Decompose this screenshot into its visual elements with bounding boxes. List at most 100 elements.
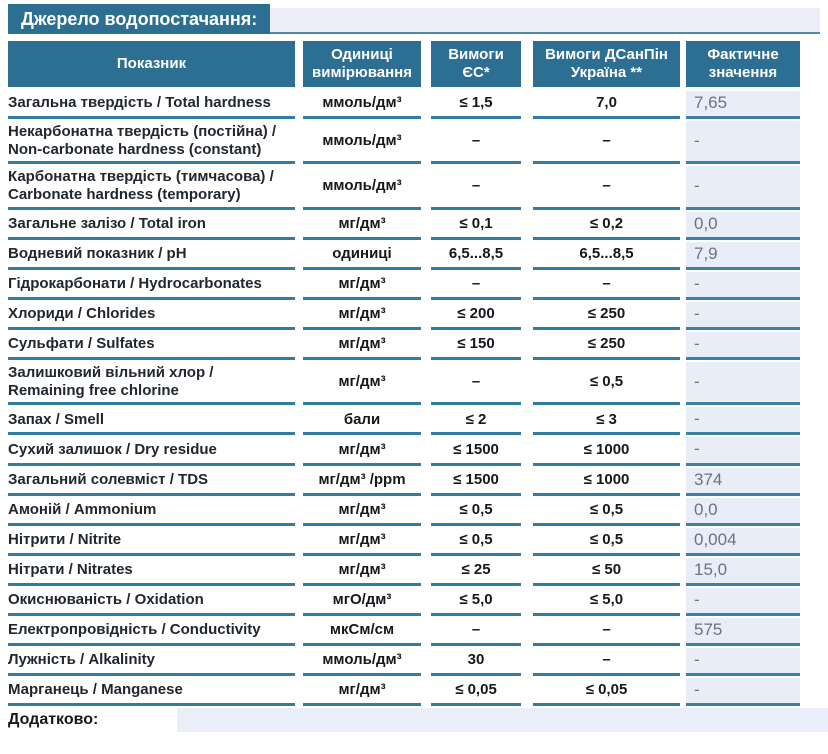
actual-value-cell: 15,0 [686,557,800,586]
actual-value-cell: 0,004 [686,527,800,556]
unit-cell: мг/дм³ /ppm [303,468,421,496]
eu-requirement-cell: 30 [431,648,521,676]
header-units: Одиниці вимірювання [303,41,421,87]
dsanpin-requirement-cell: ≤ 1000 [533,468,680,496]
eu-requirement-cell: ≤ 0,5 [431,528,521,556]
dsanpin-requirement-cell: ≤ 250 [533,302,680,330]
dsanpin-requirement-cell: ≤ 0,5 [533,498,680,526]
table-row: Некарбонатна твердість (постійна) / Non-… [8,121,828,165]
footer-highlight-band [177,707,828,732]
actual-value-cell: - [686,437,800,466]
unit-cell: мг/дм³ [303,332,421,361]
actual-value-cell: 7,9 [686,241,800,270]
indicator-name: Електропровідність / Conductivity [8,618,295,646]
indicator-name: Лужність / Alkalinity [8,648,295,676]
eu-requirement-cell: ≤ 150 [431,332,521,361]
table-row: Амоній / Ammonium мг/дм³ ≤ 0,5 ≤ 0,5 0,0 [8,497,828,526]
indicator-name: Хлориди / Chlorides [8,302,295,330]
unit-cell: одиниці [303,242,421,270]
actual-value-cell: 374 [686,467,800,496]
actual-value-cell: - [686,166,800,210]
table-row: Водневий показник / pH одиниці 6,5...8,5… [8,241,828,270]
indicator-name: Загальна твердість / Total hardness [8,91,295,120]
unit-cell: мг/дм³ [303,498,421,526]
indicator-name: Сухий залишок / Dry residue [8,437,295,466]
indicator-name: Амоній / Ammonium [8,498,295,526]
unit-cell: ммоль/дм³ [303,166,421,210]
indicator-name: Загальне залізо / Total iron [8,212,295,240]
indicator-name: Запах / Smell [8,407,295,436]
indicator-name: Залишковий вільний хлор / Remaining free… [8,362,295,406]
dsanpin-requirement-cell: ≤ 0,05 [533,678,680,706]
eu-requirement-cell: ≤ 1500 [431,468,521,496]
table-row: Загальне залізо / Total iron мг/дм³ ≤ 0,… [8,211,828,240]
eu-requirement-cell: ≤ 25 [431,558,521,586]
dsanpin-requirement-cell: ≤ 1000 [533,437,680,466]
eu-requirement-cell: ≤ 5,0 [431,588,521,616]
table-header-row: Показник Одиниці вимірювання Вимоги ЄС* … [8,41,828,87]
table-row: Сухий залишок / Dry residue мг/дм³ ≤ 150… [8,437,828,466]
indicator-name: Карбонатна твердість (тимчасова) / Carbo… [8,166,295,210]
table-row: Карбонатна твердість (тимчасова) / Carbo… [8,166,828,210]
table-row: Нітрити / Nitrite мг/дм³ ≤ 0,5 ≤ 0,5 0,0… [8,527,828,556]
table-row: Марганець / Manganese мг/дм³ ≤ 0,05 ≤ 0,… [8,677,828,706]
actual-value-cell: 7,65 [686,91,800,120]
table-body: Загальна твердість / Total hardness ммол… [0,91,828,706]
additional-label: Додатково: [8,710,99,728]
footer-row: Додатково: [8,707,828,732]
dsanpin-requirement-cell: ≤ 250 [533,332,680,361]
indicator-name: Загальний солевміст / TDS [8,468,295,496]
header-actual-value: Фактичне значення [686,41,800,87]
page-title: Джерело водопостачання: [8,4,271,34]
table-row: Лужність / Alkalinity ммоль/дм³ 30 – - [8,647,828,676]
unit-cell: мг/дм³ [303,302,421,330]
unit-cell: ммоль/дм³ [303,121,421,165]
unit-cell: ммоль/дм³ [303,648,421,676]
dsanpin-requirement-cell: – [533,272,680,300]
eu-requirement-cell: ≤ 1500 [431,437,521,466]
actual-value-cell: - [686,271,800,300]
unit-cell: мг/дм³ [303,362,421,406]
indicator-name: Водневий показник / pH [8,242,295,270]
dsanpin-requirement-cell: – [533,121,680,165]
eu-requirement-cell: 6,5...8,5 [431,242,521,270]
dsanpin-requirement-cell: ≤ 5,0 [533,588,680,616]
eu-requirement-cell: ≤ 1,5 [431,91,521,120]
table-row: Сульфати / Sulfates мг/дм³ ≤ 150 ≤ 250 - [8,331,828,361]
header-dsanpin-requirements: Вимоги ДСанПін Україна ** [533,41,680,87]
indicator-name: Марганець / Manganese [8,678,295,706]
dsanpin-requirement-cell: ≤ 3 [533,407,680,436]
eu-requirement-cell: ≤ 0,1 [431,212,521,240]
actual-value-cell: - [686,677,800,706]
unit-cell: мг/дм³ [303,212,421,240]
actual-value-cell: 575 [686,617,800,646]
indicator-name: Окиснюваність / Oxidation [8,588,295,616]
eu-requirement-cell: – [431,166,521,210]
dsanpin-requirement-cell: – [533,648,680,676]
table-row: Хлориди / Chlorides мг/дм³ ≤ 200 ≤ 250 - [8,301,828,330]
indicator-name: Сульфати / Sulfates [8,332,295,361]
dsanpin-requirement-cell: ≤ 50 [533,558,680,586]
unit-cell: мг/дм³ [303,528,421,556]
table-row: Окиснюваність / Oxidation мгО/дм³ ≤ 5,0 … [8,587,828,616]
dsanpin-requirement-cell: ≤ 0,5 [533,528,680,556]
actual-value-cell: 0,0 [686,211,800,240]
unit-cell: мгО/дм³ [303,588,421,616]
header-indicator: Показник [8,41,295,87]
table-row: Залишковий вільний хлор / Remaining free… [8,362,828,406]
unit-cell: мг/дм³ [303,437,421,466]
eu-requirement-cell: – [431,121,521,165]
table-row: Загальна твердість / Total hardness ммол… [8,91,828,120]
actual-value-cell: - [686,331,800,361]
table-row: Гідрокарбонати / Hydrocarbonates мг/дм³ … [8,271,828,300]
actual-value-cell: 0,0 [686,497,800,526]
actual-value-cell: - [686,301,800,330]
dsanpin-requirement-cell: – [533,166,680,210]
indicator-name: Некарбонатна твердість (постійна) / Non-… [8,121,295,165]
eu-requirement-cell: – [431,362,521,406]
title-strip [270,8,820,34]
dsanpin-requirement-cell: ≤ 0,5 [533,362,680,406]
indicator-name: Гідрокарбонати / Hydrocarbonates [8,272,295,300]
eu-requirement-cell: ≤ 200 [431,302,521,330]
dsanpin-requirement-cell: 6,5...8,5 [533,242,680,270]
